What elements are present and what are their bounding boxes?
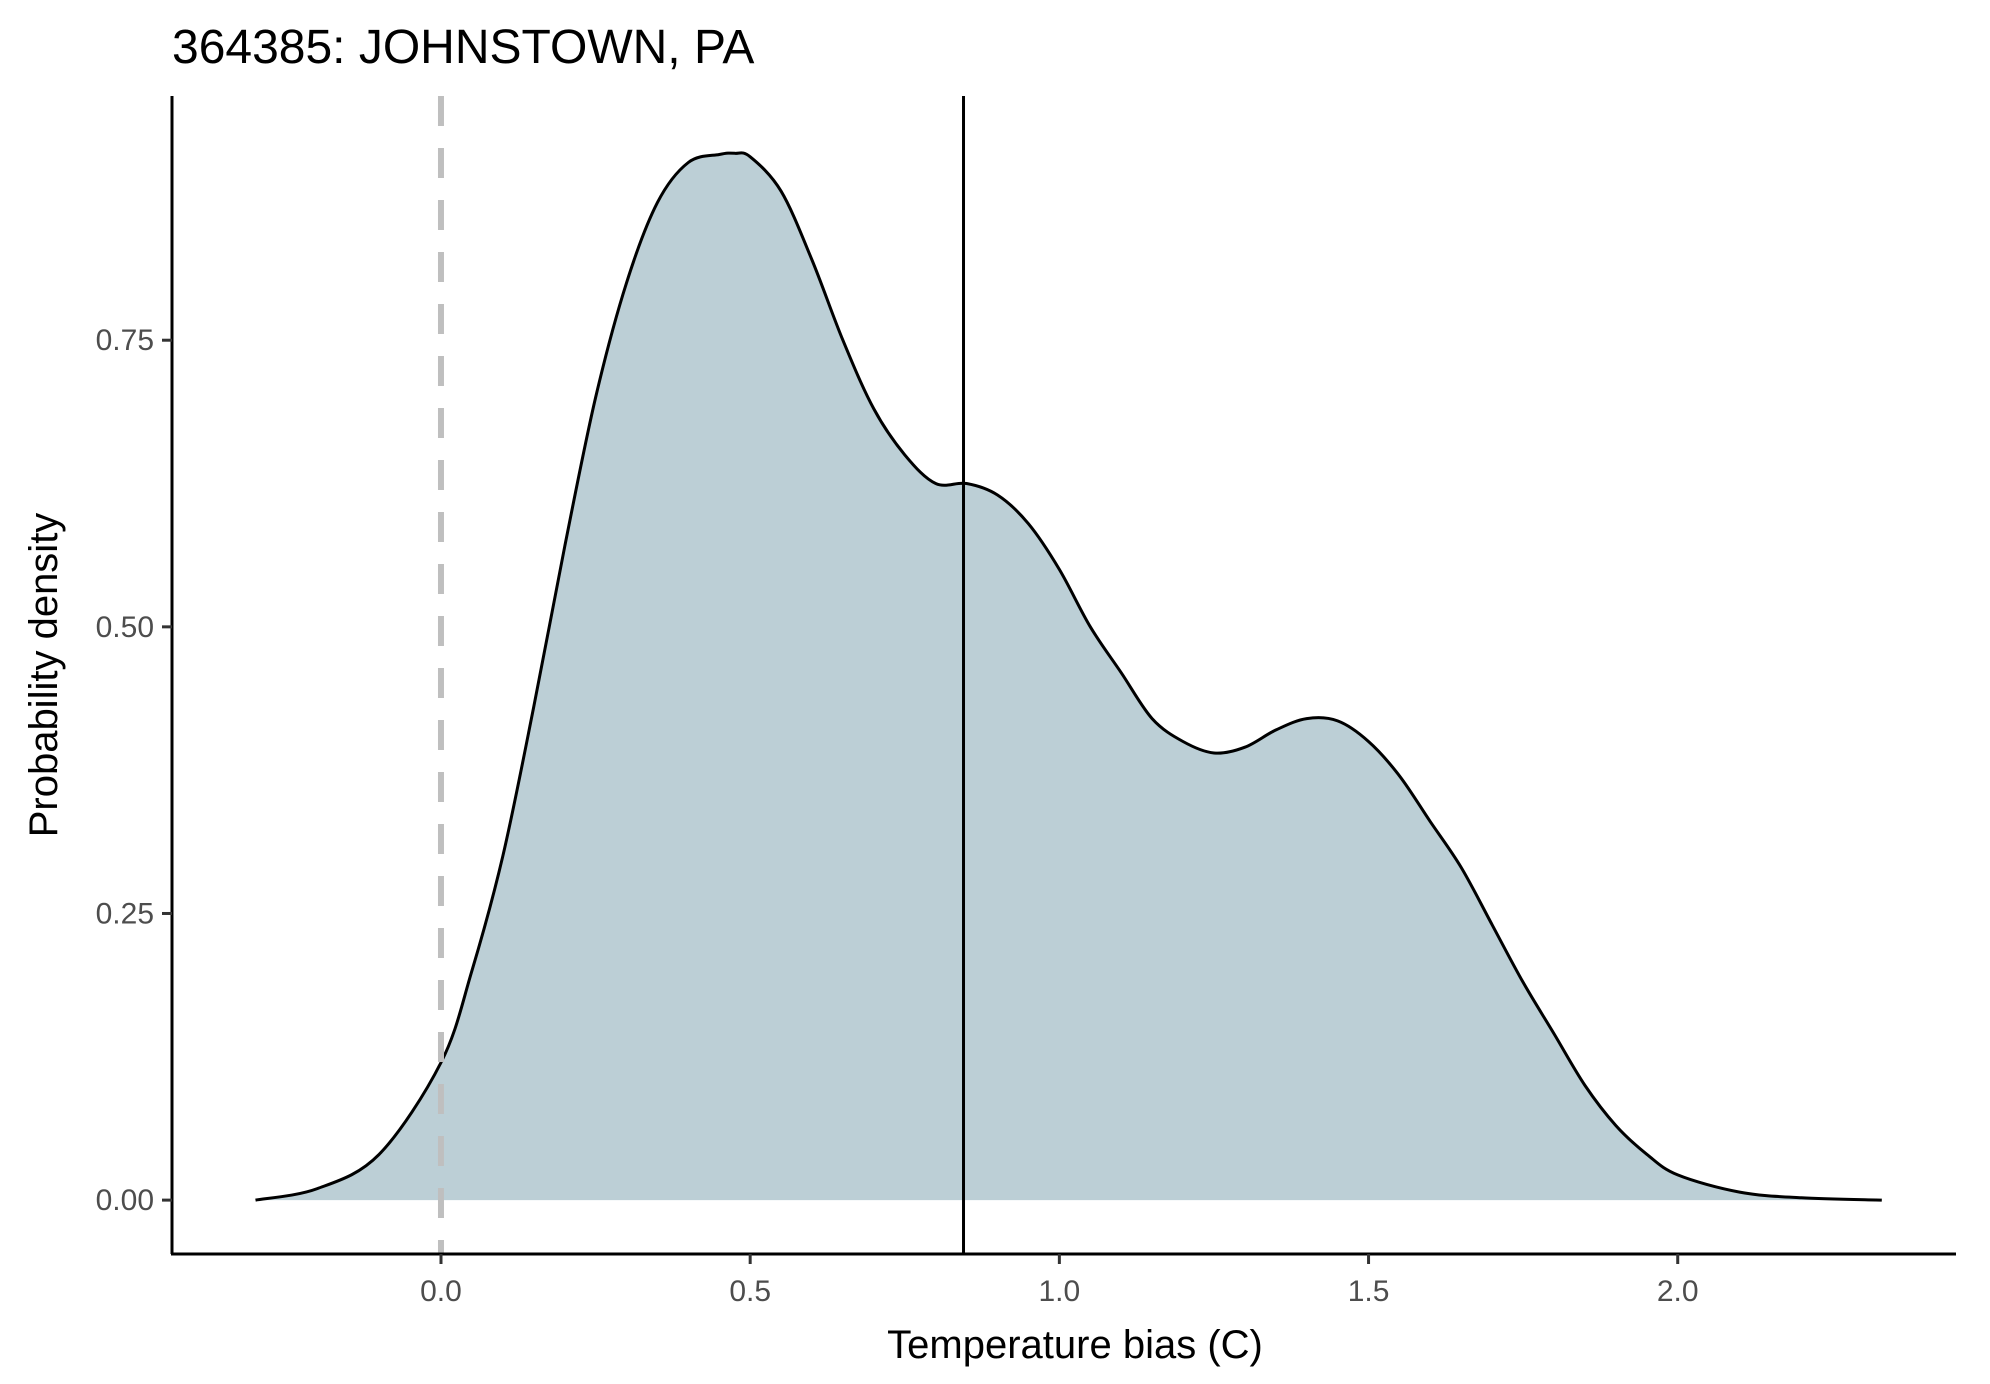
x-axis-ticks: 0.0 0.5 1.0 1.5 2.0 <box>420 1254 1699 1308</box>
y-tick-label: 0.50 <box>96 611 154 644</box>
y-axis-title: Probability density <box>22 513 66 838</box>
y-axis-ticks: 0.00 0.25 0.50 0.75 <box>96 324 172 1217</box>
y-tick-label: 0.75 <box>96 324 154 357</box>
density-curve <box>255 151 1882 1202</box>
y-tick-label: 0.00 <box>96 1184 154 1217</box>
density-area <box>255 152 1882 1201</box>
x-tick-label: 1.5 <box>1348 1275 1390 1308</box>
x-tick-label: 2.0 <box>1657 1275 1699 1308</box>
x-tick-label: 1.0 <box>1039 1275 1081 1308</box>
x-tick-label: 0.0 <box>420 1275 462 1308</box>
x-axis-title: Temperature bias (C) <box>887 1323 1263 1367</box>
y-tick-label: 0.25 <box>96 897 154 930</box>
chart-title: 364385: JOHNSTOWN, PA <box>172 21 754 74</box>
x-tick-label: 0.5 <box>729 1275 771 1308</box>
